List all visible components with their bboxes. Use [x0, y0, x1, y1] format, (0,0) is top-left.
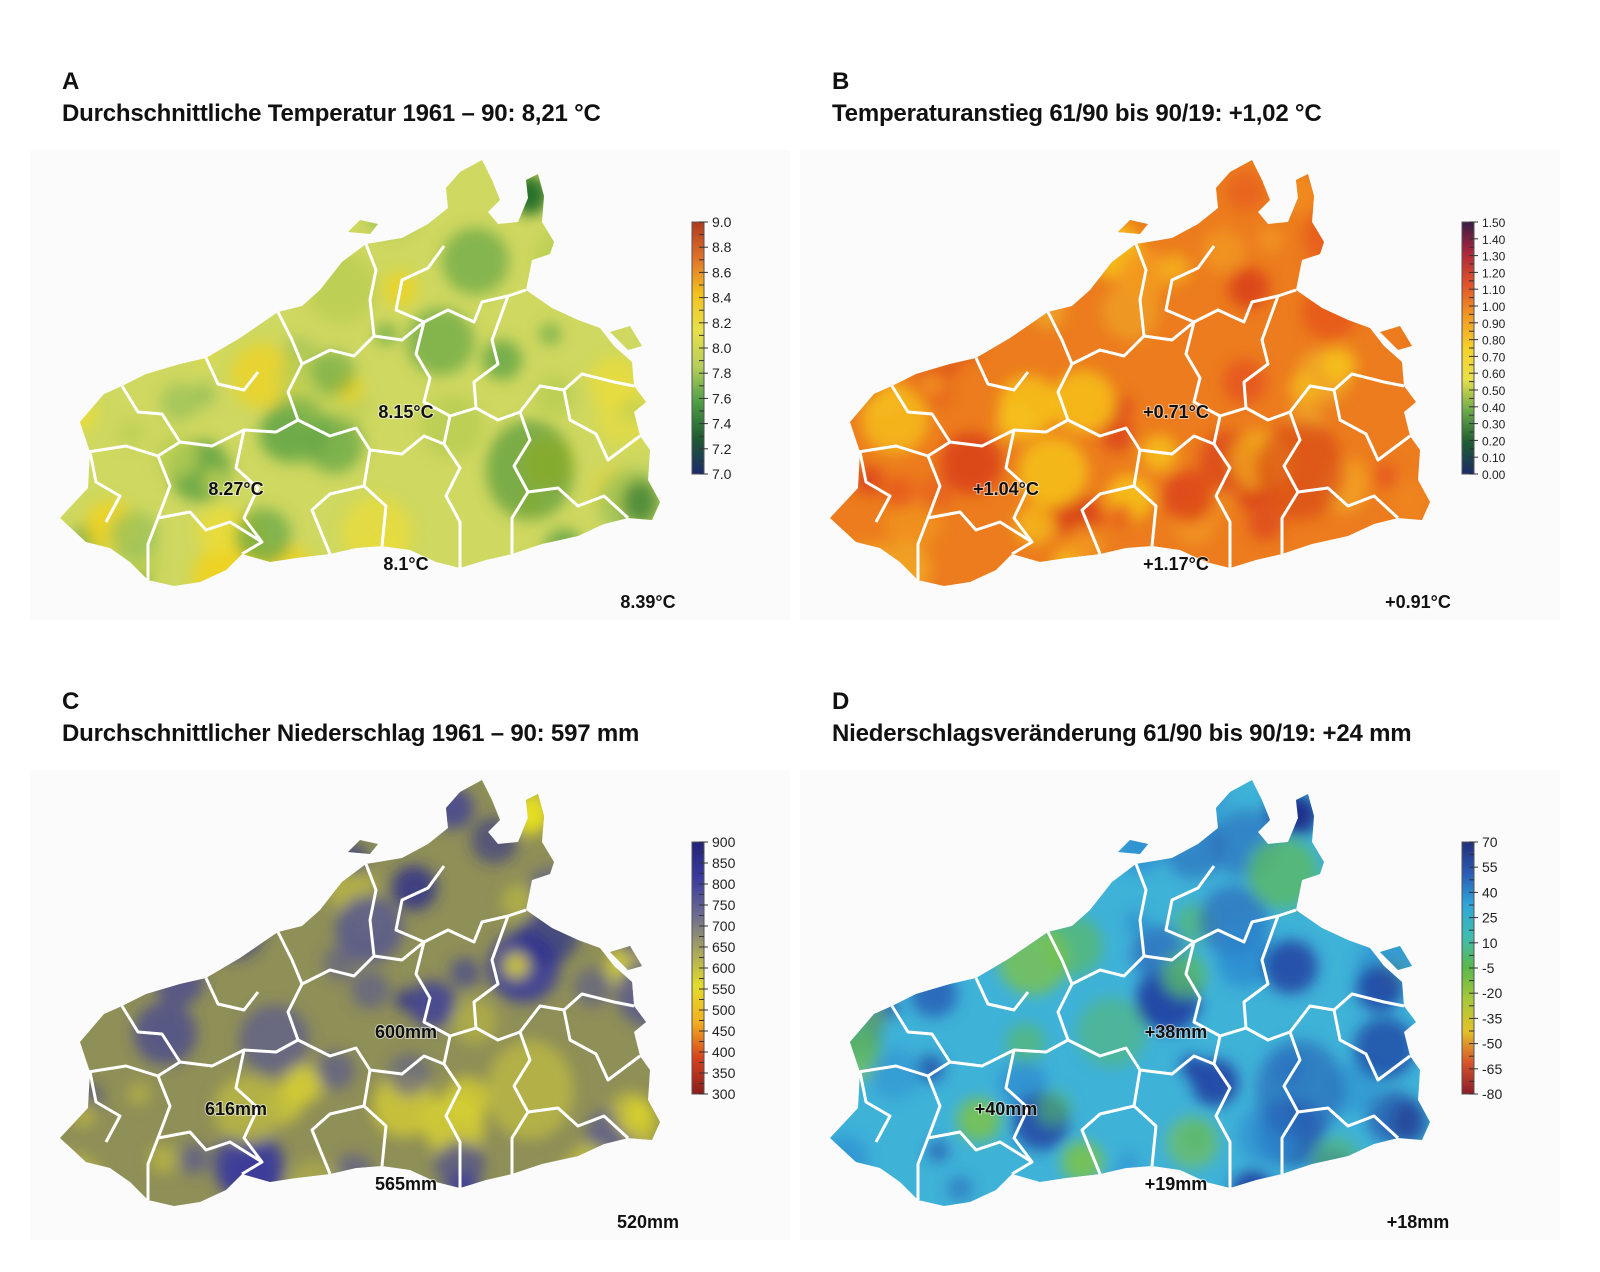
legend-tick-label: 1.40 — [1482, 233, 1506, 247]
panel-title: Durchschnittliche Temperatur 1961 – 90: … — [62, 100, 601, 127]
panel-c-precipitation: C Durchschnittlicher Niederschlag 1961 –… — [30, 682, 790, 1272]
region-value-label: +0.71°C — [1143, 402, 1209, 422]
legend-tick-label: 0.10 — [1482, 451, 1506, 465]
region-value-label: 600mm — [375, 1022, 437, 1042]
region-value-label: 8.15°C — [378, 402, 433, 422]
region-value-label: +1.17°C — [1143, 554, 1209, 574]
region-value-label: +19mm — [1145, 1174, 1208, 1194]
legend-tick-label: 0.50 — [1482, 384, 1506, 398]
legend-tick-label: -50 — [1482, 1036, 1502, 1052]
legend-tick-label: -5 — [1482, 960, 1495, 976]
legend-tick-label: 7.0 — [712, 466, 732, 482]
legend-tick-label: 40 — [1482, 884, 1498, 900]
legend-tick-label: 7.8 — [712, 365, 732, 381]
legend-tick-label: 8.8 — [712, 239, 732, 255]
legend-tick-label: 350 — [712, 1065, 736, 1081]
map-mecklenburg-vorpommern: 600mm616mm565mm520mm596mm900850800750700… — [30, 770, 790, 1240]
legend-tick-label: 450 — [712, 1023, 736, 1039]
district-borders — [857, 863, 1411, 1200]
map-svg: 600mm616mm565mm520mm596mm900850800750700… — [30, 770, 790, 1240]
legend-tick-label: 0.00 — [1482, 468, 1506, 482]
legend-tick-label: -35 — [1482, 1010, 1502, 1026]
region-value-label: 616mm — [205, 1099, 267, 1119]
legend-colorbar: 1.50 1.40 1.30 1.20 1.10 1.00 0.90 0.80 0.70 0.60… — [1461, 216, 1506, 482]
panel-d-precipitation-change: D Niederschlagsveränderung 61/90 bis 90/… — [800, 682, 1560, 1272]
legend-tick-label: 1.50 — [1482, 216, 1506, 230]
legend-tick-label: 400 — [712, 1044, 736, 1060]
region-value-label: 8.1°C — [383, 554, 428, 574]
region-labels: +38mm+40mm+19mm+18mm+18mm — [974, 1021, 1451, 1233]
legend-tick-label: 550 — [712, 981, 736, 997]
panel-title: Temperaturanstieg 61/90 bis 90/19: +1,02… — [832, 100, 1322, 127]
legend-tick-label: 750 — [712, 897, 736, 913]
region-value-label: 520mm — [617, 1212, 679, 1232]
legend-tick-label: 9.0 — [712, 214, 732, 230]
region-value-label: +38mm — [1145, 1022, 1208, 1042]
panel-letter: C — [62, 688, 80, 715]
legend-tick-label: 800 — [712, 876, 736, 892]
district-borders — [87, 243, 641, 580]
map-mecklenburg-vorpommern: 8.15°C8.27°C8.1°C8.39°C8.48°C9.08.88.68.… — [30, 150, 790, 620]
legend-tick-label: 7.6 — [712, 390, 732, 406]
region-labels: 8.15°C8.27°C8.1°C8.39°C8.48°C — [207, 401, 676, 613]
legend-tick-label: 0.80 — [1482, 334, 1506, 348]
legend-tick-label: 1.00 — [1482, 300, 1506, 314]
legend-tick-label: 1.10 — [1482, 283, 1506, 297]
legend-tick-label: 7.2 — [712, 441, 732, 457]
map-mecklenburg-vorpommern: +0.71°C+1.04°C+1.17°C+0.91°C+1.12°C1.501… — [800, 150, 1560, 620]
region-value-label: +1.04°C — [973, 479, 1039, 499]
panel-title: Durchschnittlicher Niederschlag 1961 – 9… — [62, 720, 640, 747]
region-value-label: +40mm — [975, 1099, 1038, 1119]
panel-letter: A — [62, 68, 80, 95]
legend-tick-label: 650 — [712, 939, 736, 955]
panel-title: Niederschlagsveränderung 61/90 bis 90/19… — [832, 720, 1412, 747]
legend-colorbar: 900 850 800 750 700 650 600 550 500 450 400 350 300 — [691, 834, 736, 1102]
legend-tick-label: 70 — [1482, 834, 1498, 850]
panel-letter: B — [832, 68, 850, 95]
legend-tick-label: 300 — [712, 1086, 736, 1102]
region-value-label: +18mm — [1387, 1212, 1450, 1232]
map-svg: +38mm+40mm+19mm+18mm+18mm7055402510-5-20… — [800, 770, 1560, 1240]
legend-tick-label: 500 — [712, 1002, 736, 1018]
region-value-label: 565mm — [375, 1174, 437, 1194]
legend-tick-label: 900 — [712, 834, 736, 850]
legend-tick-label: -65 — [1482, 1061, 1502, 1077]
legend-tick-label: 10 — [1482, 935, 1498, 951]
region-labels: 600mm616mm565mm520mm596mm — [204, 1021, 680, 1233]
legend-tick-label: -80 — [1482, 1086, 1502, 1102]
legend-tick-label: 600 — [712, 960, 736, 976]
legend-tick-label: 8.4 — [712, 290, 732, 306]
region-value-label: 8.39°C — [620, 592, 675, 612]
panel-letter: D — [832, 688, 850, 715]
legend-tick-label: 1.20 — [1482, 266, 1506, 280]
map-svg: 8.15°C8.27°C8.1°C8.39°C8.48°C9.08.88.68.… — [30, 150, 790, 620]
legend-tick-label: 1.30 — [1482, 250, 1506, 264]
legend-tick-label: 8.6 — [712, 264, 732, 280]
map-mecklenburg-vorpommern: +38mm+40mm+19mm+18mm+18mm7055402510-5-20… — [800, 770, 1560, 1240]
district-borders — [857, 243, 1411, 580]
legend-tick-label: 55 — [1482, 859, 1498, 875]
legend-tick-label: -20 — [1482, 985, 1502, 1001]
panel-a-temperature: A Durchschnittliche Temperatur 1961 – 90… — [30, 62, 790, 652]
legend-tick-label: 0.60 — [1482, 367, 1506, 381]
region-value-label: 8.27°C — [208, 479, 263, 499]
legend-tick-label: 0.30 — [1482, 418, 1506, 432]
legend-tick-label: 0.70 — [1482, 350, 1506, 364]
map-svg: +0.71°C+1.04°C+1.17°C+0.91°C+1.12°C1.501… — [800, 150, 1560, 620]
region-labels: +0.71°C+1.04°C+1.17°C+0.91°C+1.12°C — [972, 401, 1452, 613]
legend-tick-label: 850 — [712, 855, 736, 871]
legend-tick-label: 0.40 — [1482, 401, 1506, 415]
legend-tick-label: 0.90 — [1482, 317, 1506, 331]
legend-tick-label: 8.2 — [712, 315, 732, 331]
legend-colorbar: 9.0 8.8 8.6 8.4 8.2 8.0 7.8 7.6 7.4 7.2 7.0 — [691, 214, 732, 482]
region-value-label: +0.91°C — [1385, 592, 1451, 612]
district-borders — [87, 863, 641, 1200]
legend-tick-label: 25 — [1482, 910, 1498, 926]
legend-tick-label: 8.0 — [712, 340, 732, 356]
panel-b-temperature-increase: B Temperaturanstieg 61/90 bis 90/19: +1,… — [800, 62, 1560, 652]
legend-tick-label: 700 — [712, 918, 736, 934]
legend-colorbar: 70 55 40 25 10 -5 -20 -35 -50 -65 -80 — [1461, 834, 1502, 1102]
legend-tick-label: 7.4 — [712, 416, 732, 432]
legend-tick-label: 0.20 — [1482, 434, 1506, 448]
